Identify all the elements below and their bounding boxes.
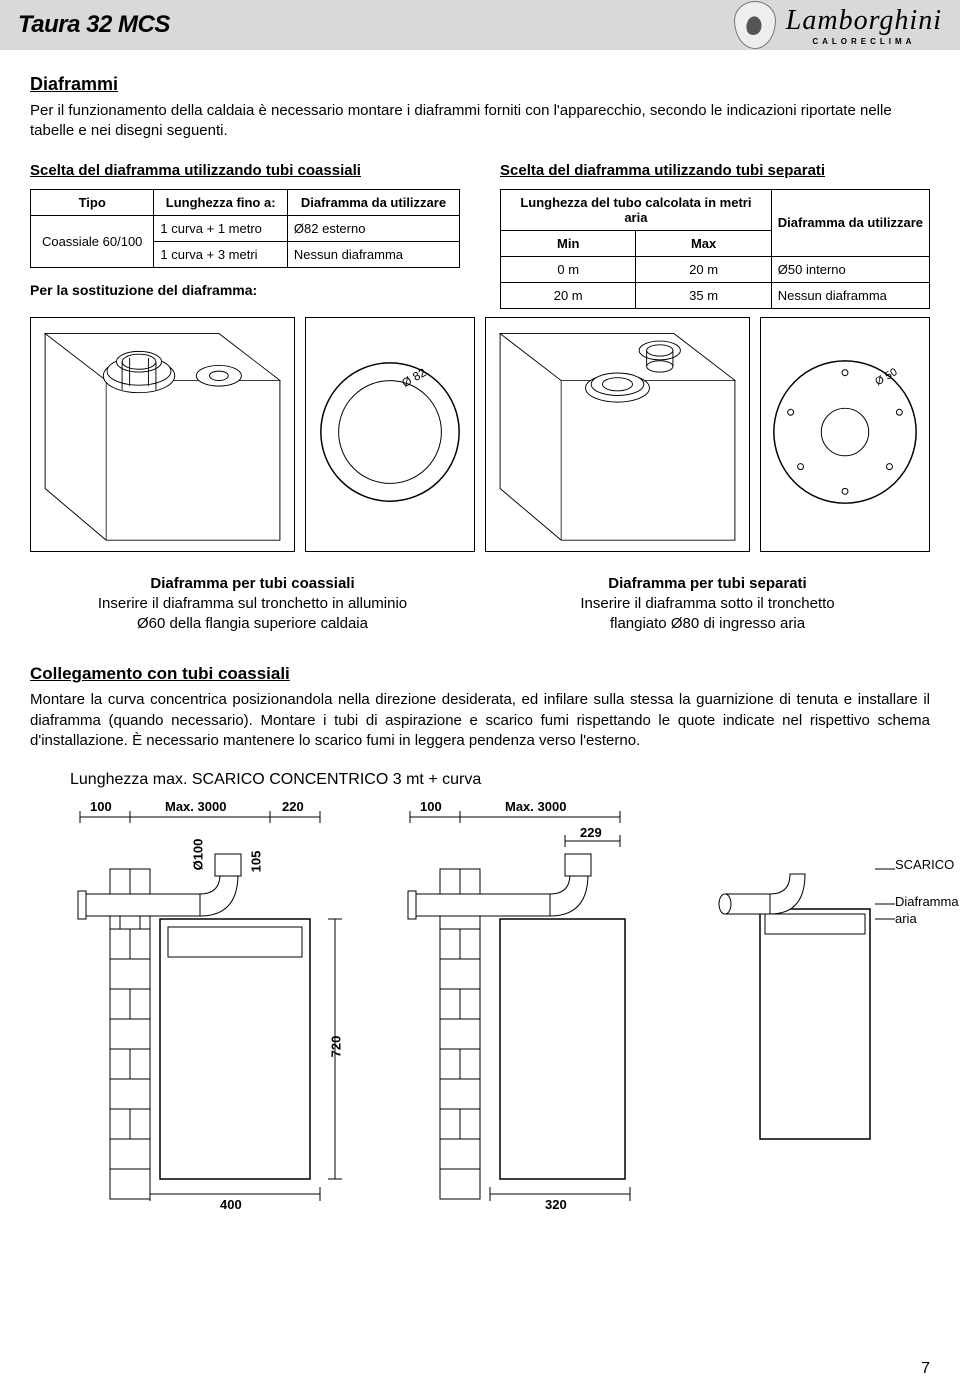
dim-720: 720	[328, 1036, 343, 1058]
collegamento-section: Collegamento con tubi coassiali Montare …	[30, 664, 930, 1219]
caption-line: Inserire il diaframma sotto il tronchett…	[485, 594, 930, 614]
th-lunghezza-span: Lunghezza del tubo calcolata in metri ar…	[501, 189, 772, 230]
diagram-d50-plate: Ø 50	[760, 317, 930, 552]
collegamento-text: Montare la curva concentrica posizionand…	[30, 690, 930, 751]
table-row: Lunghezza del tubo calcolata in metri ar…	[501, 189, 930, 230]
label-scarico: SCARICO	[895, 857, 954, 872]
sostituzione-label: Per la sostituzione del diaframma:	[30, 282, 460, 298]
model-title: Taura 32 MCS	[18, 11, 170, 39]
cell-tipo: Coassiale 60/100	[31, 215, 154, 267]
brand-shield-icon	[734, 1, 776, 49]
coax-column: Scelta del diaframma utilizzando tubi co…	[30, 162, 460, 309]
dim-100-b: 100	[420, 799, 442, 814]
dim-phi100: Ø100	[190, 839, 205, 871]
cell: Nessun diaframma	[771, 282, 929, 308]
dim-105: 105	[248, 851, 263, 873]
dim-400: 400	[220, 1197, 242, 1212]
dim-229: 229	[580, 825, 602, 840]
caption-sep-title: Diaframma per tubi separati	[485, 574, 930, 594]
th-diaframma: Diaframma da utilizzare	[287, 189, 459, 215]
table-row: Tipo Lunghezza fino a: Diaframma da util…	[31, 189, 460, 215]
caption-row: Diaframma per tubi coassiali Inserire il…	[30, 574, 930, 635]
table-row: Coassiale 60/100 1 curva + 1 metro Ø82 e…	[31, 215, 460, 241]
dim-max3000: Max. 3000	[165, 799, 226, 814]
caption-line: Ø60 della flangia superiore caldaia	[30, 614, 475, 634]
th-diaframma: Diaframma da utilizzare	[771, 189, 929, 256]
th-tipo: Tipo	[31, 189, 154, 215]
cell: Ø50 interno	[771, 256, 929, 282]
coax-table-title: Scelta del diaframma utilizzando tubi co…	[30, 162, 460, 179]
diaframmi-intro: Per il funzionamento della caldaia è nec…	[30, 101, 930, 142]
section-diaframmi-title: Diaframmi	[30, 74, 930, 95]
caption-sep: Diaframma per tubi separati Inserire il …	[485, 574, 930, 635]
collegamento-title: Collegamento con tubi coassiali	[30, 664, 930, 684]
table-row: 20 m 35 m Nessun diaframma	[501, 282, 930, 308]
th-max: Max	[636, 230, 771, 256]
sep-column: Scelta del diaframma utilizzando tubi se…	[500, 162, 930, 309]
brand-block: Lamborghini CALORECLIMA	[734, 1, 942, 49]
dim-max3000-b: Max. 3000	[505, 799, 566, 814]
dim-220: 220	[282, 799, 304, 814]
label-aria: aria	[895, 911, 917, 926]
caption-coax: Diaframma per tubi coassiali Inserire il…	[30, 574, 475, 635]
header-bar: Taura 32 MCS Lamborghini CALORECLIMA	[0, 0, 960, 50]
sep-table: Lunghezza del tubo calcolata in metri ar…	[500, 189, 930, 309]
cell: 0 m	[501, 256, 636, 282]
cell: 1 curva + 1 metro	[154, 215, 288, 241]
cell: 1 curva + 3 metri	[154, 241, 288, 267]
brand-name: Lamborghini	[786, 5, 942, 37]
page-content: Diaframmi Per il funzionamento della cal…	[0, 50, 960, 1219]
install-diagram-left: 100 Max. 3000 220 Ø100 105 720 400	[60, 799, 360, 1219]
install-diagram-middle: 100 Max. 3000 229 320	[390, 799, 670, 1219]
brand-text: Lamborghini CALORECLIMA	[786, 5, 942, 46]
cell: Nessun diaframma	[287, 241, 459, 267]
install-row: 100 Max. 3000 220 Ø100 105 720 400	[30, 799, 930, 1219]
cell: 35 m	[636, 282, 771, 308]
caption-line: Inserire il diaframma sul tronchetto in …	[30, 594, 475, 614]
sep-table-title: Scelta del diaframma utilizzando tubi se…	[500, 162, 930, 179]
cell: 20 m	[501, 282, 636, 308]
table-row: 0 m 20 m Ø50 interno	[501, 256, 930, 282]
brand-subtitle: CALORECLIMA	[812, 37, 915, 46]
diagram-sep-boiler	[485, 317, 750, 552]
scarico-title: Lunghezza max. SCARICO CONCENTRICO 3 mt …	[70, 771, 930, 789]
cell: Ø82 esterno	[287, 215, 459, 241]
cell: 20 m	[636, 256, 771, 282]
caption-line: flangiato Ø80 di ingresso aria	[485, 614, 930, 634]
tables-row: Scelta del diaframma utilizzando tubi co…	[30, 162, 930, 309]
dim-100: 100	[90, 799, 112, 814]
th-lunghezza: Lunghezza fino a:	[154, 189, 288, 215]
diagram-d82-ring: Ø 82	[305, 317, 475, 552]
diagram-coax-boiler	[30, 317, 295, 552]
label-diaframma: Diaframma	[895, 894, 959, 909]
page-number: 7	[921, 1360, 930, 1378]
dim-320: 320	[545, 1197, 567, 1212]
caption-coax-title: Diaframma per tubi coassiali	[30, 574, 475, 594]
th-min: Min	[501, 230, 636, 256]
diagram-row: Ø 82	[30, 317, 930, 552]
install-diagram-right: SCARICO Diaframma aria	[700, 799, 940, 1219]
coax-table: Tipo Lunghezza fino a: Diaframma da util…	[30, 189, 460, 268]
